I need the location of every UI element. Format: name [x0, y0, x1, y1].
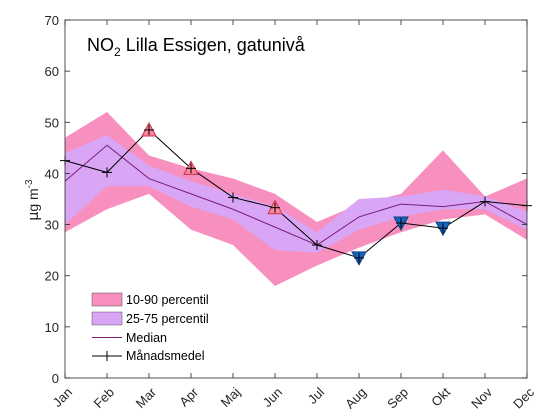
monthly-point-apr [186, 163, 196, 174]
ylabel-exponent: -3 [24, 179, 35, 188]
legend-swatch-p2575 [91, 311, 123, 326]
y-axis-ticks: 0 10 20 30 40 50 60 70 [45, 13, 527, 386]
x-tick-label: Jul [305, 384, 327, 406]
monthly-point-jun [270, 202, 280, 213]
monthly-point-mar [144, 124, 154, 135]
legend: 10-90 percentil 25-75 percentil Median M… [91, 292, 209, 363]
y-tick-label: 60 [45, 64, 59, 79]
monthly-point-feb [102, 167, 112, 178]
chart-title: NO2 Lilla Essigen, gatunivå [87, 35, 306, 59]
median-line [64, 144, 528, 246]
x-tick-label: Jun [260, 385, 285, 410]
ylabel-main: g m [25, 188, 41, 211]
x-tick-label: Feb [91, 385, 117, 411]
percentile-bands [65, 112, 527, 286]
x-tick-label: Aug [342, 385, 369, 412]
monthly-point-maj [228, 192, 238, 203]
title-subscript: 2 [114, 45, 121, 59]
y-tick-label: 50 [45, 115, 59, 130]
x-tick-label: Jan [50, 385, 75, 410]
plot-frame [64, 19, 528, 379]
y-tick-label: 0 [52, 371, 59, 386]
y-tick-label: 10 [45, 320, 59, 335]
monthly-point-nov [480, 196, 490, 207]
legend-label-p2575: 25-75 percentil [126, 312, 209, 326]
y-tick-label: 40 [45, 166, 59, 181]
title-main: NO [87, 35, 114, 55]
y-tick-label: 20 [45, 269, 59, 284]
monthly-mean-line [64, 129, 528, 259]
legend-label-median: Median [126, 331, 167, 345]
monthly-point-okt [438, 223, 448, 234]
legend-swatch-p1090 [91, 292, 123, 307]
x-tick-label: Sep [384, 385, 411, 412]
monthly-point-sep [396, 218, 406, 229]
monthly-point-aug [354, 252, 364, 263]
x-tick-label: Apr [176, 384, 201, 409]
x-tick-label: Dec [510, 384, 537, 411]
title-rest: Lilla Essigen, gatunivå [121, 35, 306, 55]
y-tick-label: 70 [45, 13, 59, 28]
band-25-75-percentil [65, 135, 527, 253]
legend-label-p1090: 10-90 percentil [126, 293, 209, 307]
monthly-point-jul [312, 240, 322, 251]
x-tick-label: Maj [218, 384, 243, 409]
y-axis-label: μg m-3 [24, 179, 42, 221]
x-tick-label: Okt [428, 384, 453, 409]
series-lines [64, 129, 528, 259]
y-tick-label: 30 [45, 218, 59, 233]
ylabel-mu: μ [26, 212, 42, 221]
x-tick-label: Mar [133, 384, 160, 411]
legend-label-monthly: Månadsmedel [126, 349, 205, 363]
x-tick-label: Nov [468, 384, 495, 411]
